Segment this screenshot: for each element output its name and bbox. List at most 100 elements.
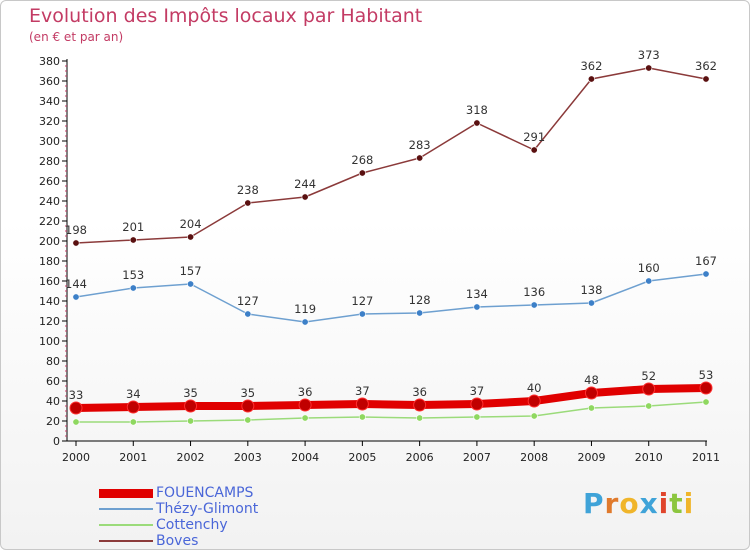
data-point — [72, 293, 80, 301]
data-point — [355, 397, 369, 411]
data-point — [301, 318, 309, 326]
data-point — [416, 414, 424, 422]
data-point — [413, 398, 427, 412]
data-point — [527, 394, 541, 408]
x-tick-label: 2008 — [520, 451, 548, 464]
data-label: 318 — [466, 103, 488, 117]
data-point — [702, 75, 710, 83]
legend-swatch — [99, 488, 153, 498]
logo-letter: P — [583, 487, 605, 520]
data-label: 201 — [122, 220, 144, 234]
y-tick-label: 320 — [39, 115, 60, 128]
y-tick-label: 180 — [39, 255, 60, 268]
y-tick-label: 140 — [39, 295, 60, 308]
y-tick-label: 60 — [46, 375, 60, 388]
logo-letter: r — [604, 487, 620, 520]
data-point — [416, 309, 424, 317]
data-point — [244, 199, 252, 207]
data-label: 134 — [466, 287, 488, 301]
data-label: 204 — [180, 217, 202, 231]
x-tick-label: 2006 — [406, 451, 434, 464]
y-tick-label: 80 — [46, 355, 60, 368]
series-line-fouencamps — [72, 384, 710, 412]
data-point — [702, 398, 710, 406]
data-label: 160 — [638, 261, 660, 275]
data-point — [473, 303, 481, 311]
data-point — [473, 119, 481, 127]
logo-letter: i — [658, 487, 670, 520]
data-point — [358, 413, 366, 421]
logo-letter: o — [619, 487, 640, 520]
logo-letter: x — [639, 487, 659, 520]
data-point — [129, 418, 137, 426]
data-label: 144 — [65, 277, 87, 291]
data-point — [584, 386, 598, 400]
data-point — [530, 301, 538, 309]
data-label: 128 — [409, 293, 431, 307]
data-label: 127 — [237, 294, 259, 308]
data-point — [530, 146, 538, 154]
y-tick-label: 100 — [39, 335, 60, 348]
x-tick-label: 2003 — [234, 451, 262, 464]
data-point — [72, 239, 80, 247]
data-label: 35 — [183, 386, 198, 400]
data-point — [473, 413, 481, 421]
data-point — [699, 381, 713, 395]
data-point — [69, 401, 83, 415]
x-tick-label: 2011 — [692, 451, 720, 464]
y-tick-label: 160 — [39, 275, 60, 288]
data-label: 373 — [638, 48, 660, 62]
legend-swatch — [99, 540, 153, 542]
logo-letter: t — [669, 487, 684, 520]
data-point — [702, 270, 710, 278]
data-point — [645, 64, 653, 72]
x-tick-label: 2010 — [635, 451, 663, 464]
chart-title: Evolution des Impôts locaux par Habitant — [29, 5, 423, 27]
data-label: 283 — [409, 138, 431, 152]
data-point — [301, 193, 309, 201]
y-tick-label: 300 — [39, 135, 60, 148]
data-point — [187, 280, 195, 288]
data-point — [645, 277, 653, 285]
data-point — [470, 397, 484, 411]
legend-label: Boves — [156, 533, 199, 549]
y-tick-label: 380 — [39, 55, 60, 68]
data-point — [358, 169, 366, 177]
data-label: 40 — [527, 381, 542, 395]
data-label: 157 — [180, 264, 202, 278]
data-point — [187, 417, 195, 425]
y-tick-label: 40 — [46, 395, 60, 408]
y-tick-label: 260 — [39, 175, 60, 188]
data-label: 48 — [584, 373, 599, 387]
y-tick-label: 280 — [39, 155, 60, 168]
data-label: 362 — [695, 59, 717, 73]
legend-label: FOUENCAMPS — [156, 485, 254, 501]
data-label: 167 — [695, 254, 717, 268]
legend-label: Cottenchy — [156, 517, 228, 533]
data-point — [244, 416, 252, 424]
data-label: 268 — [351, 153, 373, 167]
y-tick-label: 240 — [39, 195, 60, 208]
data-point — [126, 400, 140, 414]
data-label: 35 — [240, 386, 255, 400]
data-label: 198 — [65, 223, 87, 237]
data-label: 291 — [523, 130, 545, 144]
series-line-boves — [75, 67, 707, 244]
y-tick-label: 200 — [39, 235, 60, 248]
x-tick-label: 2000 — [62, 451, 90, 464]
data-label: 138 — [580, 283, 602, 297]
x-tick-label: 2004 — [291, 451, 319, 464]
data-label: 36 — [412, 385, 427, 399]
data-label: 153 — [122, 268, 144, 282]
data-label: 136 — [523, 285, 545, 299]
data-point — [645, 402, 653, 410]
data-point — [642, 382, 656, 396]
series-line-cottenchy — [75, 401, 707, 423]
data-point — [129, 284, 137, 292]
y-tick-label: 120 — [39, 315, 60, 328]
data-point — [129, 236, 137, 244]
legend-label: Thézy-Glimont — [156, 501, 259, 517]
data-point — [416, 154, 424, 162]
